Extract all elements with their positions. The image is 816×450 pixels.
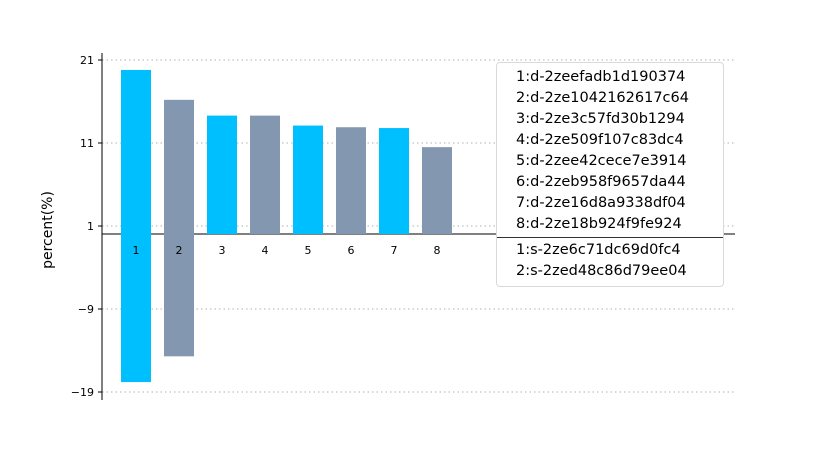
legend-item: 5:d-2zee42cece7e3914 [516,153,687,169]
x-tick-label: 4 [262,244,269,257]
legend-item: 2:d-2ze1042162617c64 [516,90,689,106]
y-tick-label: 11 [80,137,94,150]
x-tick-label: 6 [348,244,355,257]
y-tick-label: 21 [80,54,94,67]
x-tick-label: 7 [391,244,398,257]
bar-positive-4 [250,115,280,234]
y-tick-label: −9 [78,303,94,316]
bar-positive-1 [121,69,151,235]
x-tick-label: 3 [219,244,226,257]
bar-positive-2 [164,99,194,234]
legend-item: 3:d-2ze3c57fd30b1294 [516,111,685,127]
bar-negative-1 [121,234,151,383]
y-tick-label: 1 [87,220,94,233]
x-tick-label: 1 [133,244,140,257]
bar-positive-5 [293,125,323,234]
y-tick-label: −19 [71,386,94,399]
legend-item: 1:s-2ze6c71dc69d0fc4 [516,242,681,258]
bar-positive-3 [207,115,237,234]
legend-item: 2:s-2zed48c86d79ee04 [516,263,687,279]
legend-item: 8:d-2ze18b924f9fe924 [516,216,682,232]
bar-positive-8 [422,147,452,234]
x-tick-label: 8 [434,244,441,257]
bar-positive-6 [336,127,366,234]
legend: 1:d-2zeefadb1d190374 2:d-2ze1042162617c64… [496,62,724,287]
legend-item: 6:d-2zeb958f9657da44 [516,174,686,190]
legend-d-group: 1:d-2zeefadb1d190374 2:d-2ze1042162617c64… [497,67,723,235]
legend-item: 7:d-2ze16d8a9338df04 [516,195,686,211]
x-tick-labels: 1 2 3 4 5 6 7 8 [133,244,441,257]
bars [121,69,452,383]
bar-negative-2 [164,234,194,357]
x-tick-label: 2 [176,244,183,257]
legend-item: 4:d-2ze509f107c83dc4 [516,132,684,148]
legend-item: 1:d-2zeefadb1d190374 [516,69,686,85]
legend-separator [497,237,723,238]
legend-s-group: 1:s-2ze6c71dc69d0fc4 2:s-2zed48c86d79ee04 [497,240,723,282]
x-tick-label: 5 [305,244,312,257]
y-axis-label: percent(%) [40,191,56,269]
bar-positive-7 [379,128,409,234]
